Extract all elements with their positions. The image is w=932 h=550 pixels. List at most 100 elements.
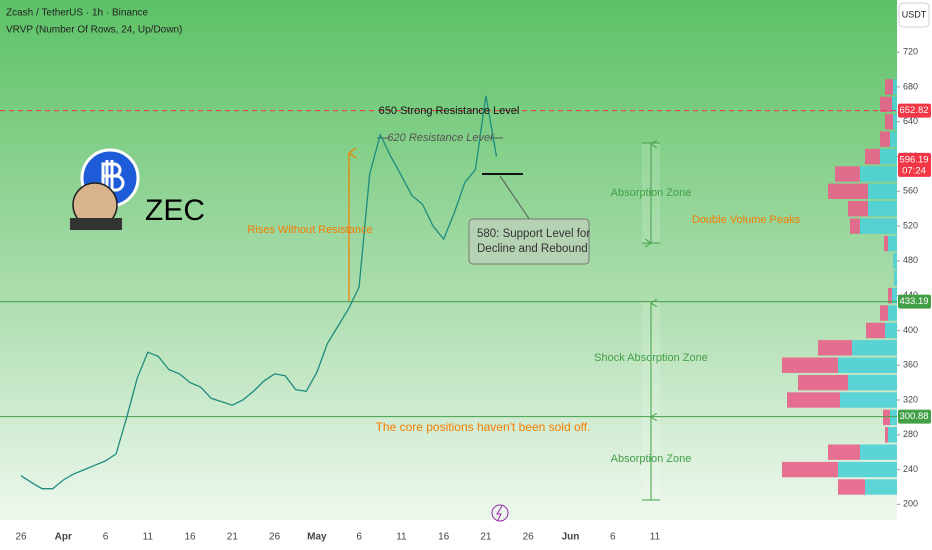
annotation: Shock Absorption Zone: [594, 352, 708, 364]
volume-bar: [892, 287, 897, 304]
volume-bar: [885, 79, 893, 95]
time-axis-panel: [0, 520, 897, 550]
volume-bar: [798, 374, 848, 391]
countdown-label: 07:24: [902, 165, 926, 176]
volume-bar: [888, 305, 897, 321]
x-tick-label: 26: [269, 532, 281, 543]
x-tick-label: May: [307, 532, 327, 543]
annotation: The core positions haven't been sold off…: [376, 420, 591, 434]
volume-bar: [835, 166, 860, 182]
volume-bar: [880, 305, 888, 321]
volume-bar: [888, 235, 897, 252]
last-price-label: 596.19: [899, 154, 928, 165]
volume-bar: [782, 357, 838, 373]
last-price-tag: [898, 152, 931, 177]
volume-bar: [848, 374, 897, 391]
annotation: Absorption Zone: [611, 453, 692, 465]
y-tick-label: 720: [903, 47, 918, 57]
volume-bar: [885, 322, 897, 339]
volume-bar: [865, 479, 897, 495]
price-line: [20, 95, 498, 490]
callout-text: Decline and Rebound: [477, 243, 588, 255]
volume-bar: [868, 201, 897, 217]
volume-bar: [828, 183, 868, 199]
volume-bar: [890, 409, 897, 426]
volume-bar: [852, 340, 897, 356]
level-tag: [898, 409, 931, 424]
chart-title: Zcash / TetherUS · 1h · Binance: [6, 8, 149, 19]
volume-bar: [893, 114, 897, 130]
y-tick-label: 520: [903, 220, 918, 230]
x-tick-label: 16: [438, 532, 450, 543]
annotation: Double Volume Peaks: [692, 214, 801, 226]
x-tick-label: Apr: [55, 532, 72, 543]
volume-bar: [860, 444, 897, 460]
x-tick-label: 11: [143, 532, 154, 543]
volume-bar: [883, 409, 890, 426]
volume-bar: [892, 96, 897, 113]
volume-bar: [885, 114, 893, 130]
level-label: 300.88: [899, 411, 928, 422]
y-tick-label: 480: [903, 255, 918, 265]
y-tick-label: 320: [903, 394, 918, 404]
volume-bar: [850, 218, 860, 234]
x-tick-label: 6: [610, 532, 616, 543]
volume-bar: [860, 218, 897, 234]
volume-bar: [865, 148, 880, 165]
volume-bar: [840, 392, 897, 408]
logo: [70, 148, 140, 230]
logo-text: ZEC: [145, 194, 205, 227]
y-tick-label: 360: [903, 360, 918, 370]
y-tick-label: 200: [903, 499, 918, 509]
y-tick-label: 240: [903, 464, 918, 474]
annotation: Absorption Zone: [611, 187, 692, 199]
volume-bar: [828, 444, 860, 460]
currency-label[interactable]: USDT: [902, 9, 927, 19]
volume-bar: [818, 340, 852, 356]
x-tick-label: 11: [396, 532, 407, 543]
currency-button[interactable]: [898, 2, 930, 28]
volume-bar: [880, 131, 890, 147]
level-label: 433.19: [899, 296, 928, 307]
event-icon: [491, 504, 509, 522]
indicator-label: VRVP (Number Of Rows, 24, Up/Down): [6, 25, 182, 36]
volume-bar: [880, 148, 897, 165]
annotation: 650 Strong Resistance Level: [379, 105, 520, 117]
volume-bar: [894, 270, 897, 286]
x-tick-label: 26: [15, 532, 27, 543]
volume-bar: [885, 427, 888, 443]
y-tick-label: 280: [903, 429, 918, 439]
callout-pointer: [499, 175, 531, 221]
volume-bar: [880, 96, 892, 113]
level-label: 652.82: [899, 105, 928, 116]
y-tick-label: 560: [903, 186, 918, 196]
x-tick-label: 6: [356, 532, 362, 543]
volume-bar: [888, 427, 897, 443]
x-tick-label: 21: [480, 532, 492, 543]
x-tick-label: 11: [650, 532, 661, 543]
volume-bar: [868, 183, 897, 199]
volume-bar: [787, 392, 840, 408]
x-tick-label: 26: [523, 532, 535, 543]
annotation: 620 Resistance Level: [387, 132, 493, 144]
callout-box: [468, 218, 590, 265]
x-tick-label: 6: [103, 532, 109, 543]
volume-bar: [890, 131, 897, 147]
volume-bar: [848, 201, 868, 217]
volume-bar: [838, 461, 897, 478]
y-tick-label: 680: [903, 81, 918, 91]
volume-bar: [860, 166, 897, 182]
volume-bar: [866, 322, 885, 339]
volume-bar: [888, 287, 892, 304]
x-tick-label: Jun: [562, 532, 580, 543]
callout-text: 580: Support Level for: [477, 228, 590, 240]
volume-bar: [893, 253, 897, 269]
volume-bar: [782, 461, 838, 478]
annotation: Rises Without Resistance: [247, 224, 372, 236]
x-tick-label: 16: [185, 532, 197, 543]
volume-bar: [893, 79, 897, 95]
level-tag: [898, 294, 931, 309]
y-tick-label: 400: [903, 325, 918, 335]
price-axis-panel: [897, 0, 932, 550]
